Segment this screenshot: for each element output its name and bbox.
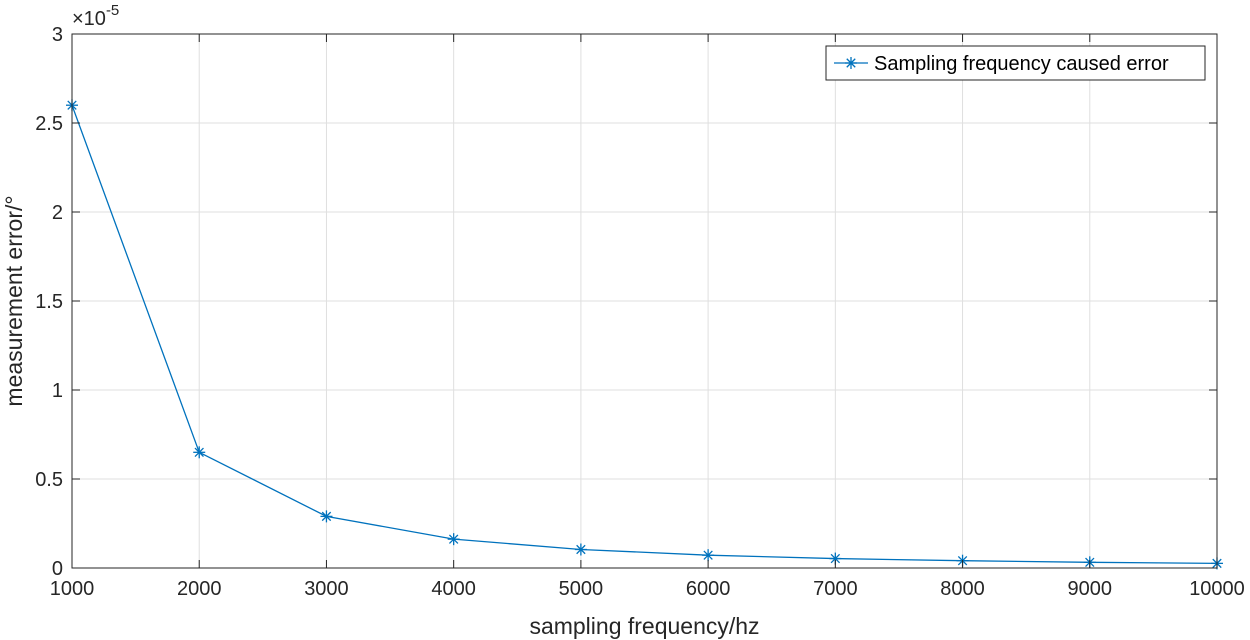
y-tick-label: 2 [52, 202, 63, 224]
x-tick-label: 8000 [940, 578, 985, 600]
legend-marker-glyph [845, 57, 857, 69]
legend-entry: Sampling frequency caused error [874, 53, 1169, 75]
y-tick-label: 1.5 [35, 291, 63, 313]
x-tick-label: 5000 [559, 578, 604, 600]
data-point [702, 549, 715, 562]
y-tick-label: 0 [52, 558, 63, 580]
x-tick-label: 4000 [431, 578, 476, 600]
y-axis-exponent-power: -5 [106, 2, 119, 19]
legend-box [825, 45, 1206, 81]
y-axis-exponent: ×10-5 [72, 2, 119, 30]
series-line [71, 104, 1218, 565]
x-tick-label: 3000 [304, 578, 349, 600]
x-tick-label: 7000 [813, 578, 858, 600]
y-axis-exponent-base: ×10 [72, 8, 106, 30]
x-tick-label: 1000 [50, 578, 95, 600]
x-tick-label: 6000 [686, 578, 731, 600]
legend-marker [845, 57, 857, 69]
grid [71, 33, 1218, 569]
y-tick-label: 3 [52, 24, 63, 46]
legend: Sampling frequency caused error [825, 45, 1206, 81]
y-tick-label: 2.5 [35, 113, 63, 135]
ticks: 1000 2000 3000 4000 5000 6000 7000 8000 9000 1000… [35, 24, 1245, 600]
data-point [574, 543, 587, 556]
y-tick-label: 1 [52, 380, 63, 402]
x-axis-title: sampling frequency/hz [529, 613, 759, 639]
y-tick-label: 0.5 [35, 469, 63, 491]
x-tick-label: 9000 [1068, 578, 1113, 600]
series-layer [66, 99, 1223, 570]
data-point [320, 510, 333, 523]
data-point [193, 446, 206, 459]
x-tick-label: 10000 [1189, 578, 1245, 600]
x-tick-label: 2000 [177, 578, 222, 600]
y-axis-title: measurement error/° [1, 195, 27, 406]
data-point [447, 533, 460, 546]
